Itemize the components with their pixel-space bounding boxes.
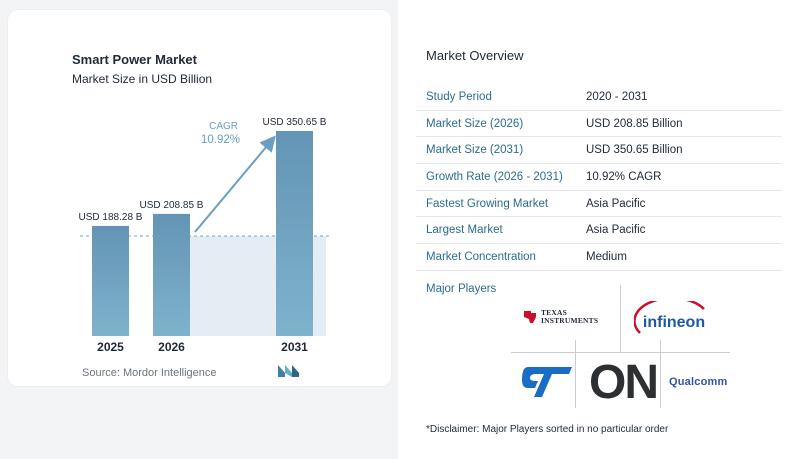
cagr-label: CAGR — [209, 121, 238, 132]
overview-row: Largest Market Asia Pacific — [416, 217, 782, 245]
overview-row: Study Period 2020 - 2031 — [416, 84, 782, 111]
row-key: Growth Rate (2026 - 2031) — [426, 170, 563, 183]
row-key: Largest Market — [426, 224, 503, 237]
cagr-value: 10.92% — [201, 134, 240, 146]
chart-subtitle: Market Size in USD Billion — [72, 72, 213, 86]
logo-divider — [511, 352, 730, 353]
row-value: USD 208.85 Billion — [586, 117, 683, 130]
overview-row: Market Size (2031) USD 350.65 Billion — [416, 137, 782, 165]
infineon-text: infineon — [643, 314, 705, 331]
overview-title: Market Overview — [426, 48, 524, 63]
row-key: Market Concentration — [426, 250, 536, 263]
row-value: Medium — [586, 250, 627, 263]
ti-mark-icon — [524, 311, 536, 323]
row-key: Fastest Growing Market — [426, 197, 549, 210]
logo-divider — [660, 340, 661, 408]
ti-text: TEXAS INSTRUMENTS — [541, 308, 599, 325]
data-label-2026: USD 208.85 B — [140, 200, 204, 211]
bar-2026 — [153, 213, 190, 336]
x-tick-2026: 2026 — [158, 340, 185, 354]
on-semi-logo: ON — [585, 354, 661, 411]
chart-title: Smart Power Market — [72, 52, 197, 67]
mordor-logo-icon — [278, 365, 299, 377]
qualcomm-logo: Qualcomm — [669, 376, 728, 388]
on-text: ON — [589, 356, 657, 406]
disclaimer-text: *Disclaimer: Major Players sorted in no … — [426, 424, 669, 435]
data-label-2025: USD 188.28 B — [79, 212, 143, 223]
x-tick-2031: 2031 — [281, 340, 308, 354]
source-text: Source: Mordor Intelligence — [82, 367, 217, 379]
overview-row: Market Concentration Medium — [416, 244, 782, 271]
logo-divider — [620, 285, 621, 352]
major-players-label: Major Players — [426, 283, 497, 295]
bar-2031 — [276, 131, 313, 336]
texas-instruments-logo: TEXAS INSTRUMENTS — [522, 309, 598, 325]
row-value: Asia Pacific — [586, 224, 646, 237]
row-key: Market Size (2026) — [426, 117, 524, 130]
cagr-arrow — [194, 135, 276, 233]
st-logo: ST — [520, 365, 574, 404]
row-value: 2020 - 2031 — [586, 90, 648, 103]
row-key: Market Size (2031) — [426, 144, 524, 157]
row-value: 10.92% CAGR — [586, 170, 662, 183]
row-value: Asia Pacific — [586, 197, 646, 210]
overview-table: Study Period 2020 - 2031 Market Size (202… — [416, 84, 782, 271]
bar-2025 — [92, 225, 129, 336]
infineon-logo: infineon — [633, 296, 714, 346]
x-tick-2025: 2025 — [97, 340, 124, 354]
overview-row: Fastest Growing Market Asia Pacific — [416, 191, 782, 218]
logo-divider — [575, 340, 576, 408]
row-key: Study Period — [426, 90, 492, 103]
row-value: USD 350.65 Billion — [586, 144, 683, 157]
overview-row: Market Size (2026) USD 208.85 Billion — [416, 111, 782, 138]
overview-card — [398, 0, 800, 459]
data-label-2031: USD 350.65 B — [263, 117, 327, 128]
overview-row: Growth Rate (2026 - 2031) 10.92% CAGR — [416, 164, 782, 191]
